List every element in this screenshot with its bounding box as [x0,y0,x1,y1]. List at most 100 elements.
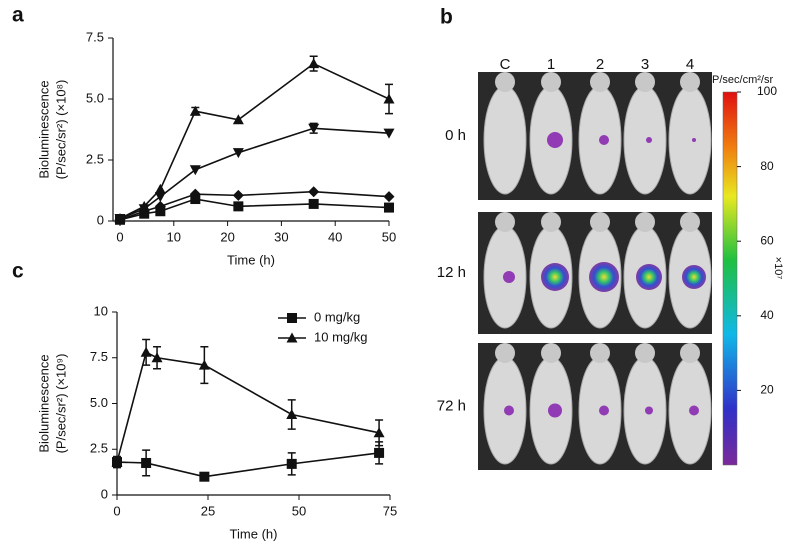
x-axis-label: Time (h) [230,526,278,541]
marker [140,346,152,357]
colorbar-unit: P/sec/cm²/sr [712,74,773,86]
colorbar-tick-label: 80 [760,159,774,173]
y-axis-label: (P/sec/sr²) (×10⁸) [53,80,68,180]
x-tick-label: 50 [292,503,306,518]
marker [308,198,319,209]
legend-label: 0 mg/kg [314,309,360,324]
row-label: 0 h [445,127,466,144]
x-tick-label: 75 [383,503,397,518]
signal [503,271,515,283]
row-label: 72 h [437,397,466,414]
y-tick-label: 0 [101,486,108,501]
mouse-head [680,212,700,232]
imaging-panel: b C 1 2 3 4 0 h 12 h 72 h P/sec/cm²/sr 20 40 60 80 100… [437,6,784,470]
signal [599,405,609,416]
mouse-head [541,343,561,363]
marker [154,183,166,194]
y-tick-label: 7.5 [90,349,108,364]
marker [189,188,201,200]
marker [138,200,150,211]
marker [308,123,320,134]
marker [141,457,152,468]
signal [645,406,653,415]
signal [646,137,652,143]
y-tick-label: 2.5 [90,441,108,456]
signal [547,132,563,148]
legend-marker [286,332,298,343]
signal [636,264,662,290]
colorbar-tick-label: 40 [760,308,774,322]
x-tick-label: 0 [113,503,120,518]
signal [692,138,696,142]
marker [383,191,395,203]
marker [189,165,201,176]
marker [151,352,163,363]
y-tick-label: 5.0 [90,395,108,410]
marker [233,201,244,212]
marker [232,189,244,201]
y-tick-label: 0 [97,212,104,227]
marker [232,148,244,159]
x-tick-label: 25 [201,503,215,518]
mouse-head [590,72,610,92]
row-label: 12 h [437,264,466,281]
marker [308,58,320,69]
x-axis-label: Time (h) [227,252,275,267]
mouse-head [495,343,515,363]
series-line [116,452,380,478]
mouse [623,85,667,195]
mouse [668,85,712,195]
mouse [483,85,527,195]
signal [589,262,619,292]
signal [548,403,562,418]
x-tick-label: 0 [116,229,123,244]
y-tick-label: 10 [94,303,108,318]
colorbar-tick-label: 20 [760,383,774,397]
marker [308,186,320,198]
mouse-head [680,343,700,363]
legend-label: 10 mg/kg [314,329,367,344]
mouse-head [590,343,610,363]
x-tick-label: 30 [274,229,288,244]
y-tick-label: 5.0 [86,90,104,105]
mouse-head [635,72,655,92]
marker [374,447,385,458]
marker [199,471,210,482]
panel-label: b [440,6,453,29]
y-tick-label: 2.5 [86,151,104,166]
mouse-head [680,72,700,92]
marker [384,202,394,213]
colorbar [722,91,738,466]
marker [189,105,201,116]
marker [232,114,244,125]
legend-marker [287,313,297,323]
mouse-head [541,72,561,92]
marker [383,93,395,104]
mouse-head [590,212,610,232]
y-axis-label: Bioluminescence [36,354,51,452]
mouse-head [635,212,655,232]
marker [111,456,123,467]
marker [373,427,385,438]
marker [286,408,298,419]
column-label: C [500,56,511,73]
column-label: 1 [547,56,555,73]
mouse-head [495,212,515,232]
x-tick-label: 20 [220,229,234,244]
x-tick-label: 40 [328,229,342,244]
panel-label: a [12,4,24,27]
column-label: 4 [686,56,694,73]
marker [154,192,166,203]
column-label: 3 [641,56,649,73]
signal [504,405,514,416]
marker [286,458,297,469]
signal [689,405,699,416]
mouse-head [541,212,561,232]
marker [383,128,395,139]
signal [682,265,706,289]
y-tick-label: 7.5 [86,29,104,44]
y-axis-label: (P/sec/sr²) (×10⁹) [53,354,68,454]
x-tick-label: 10 [167,229,181,244]
panel-label: c [12,260,24,283]
